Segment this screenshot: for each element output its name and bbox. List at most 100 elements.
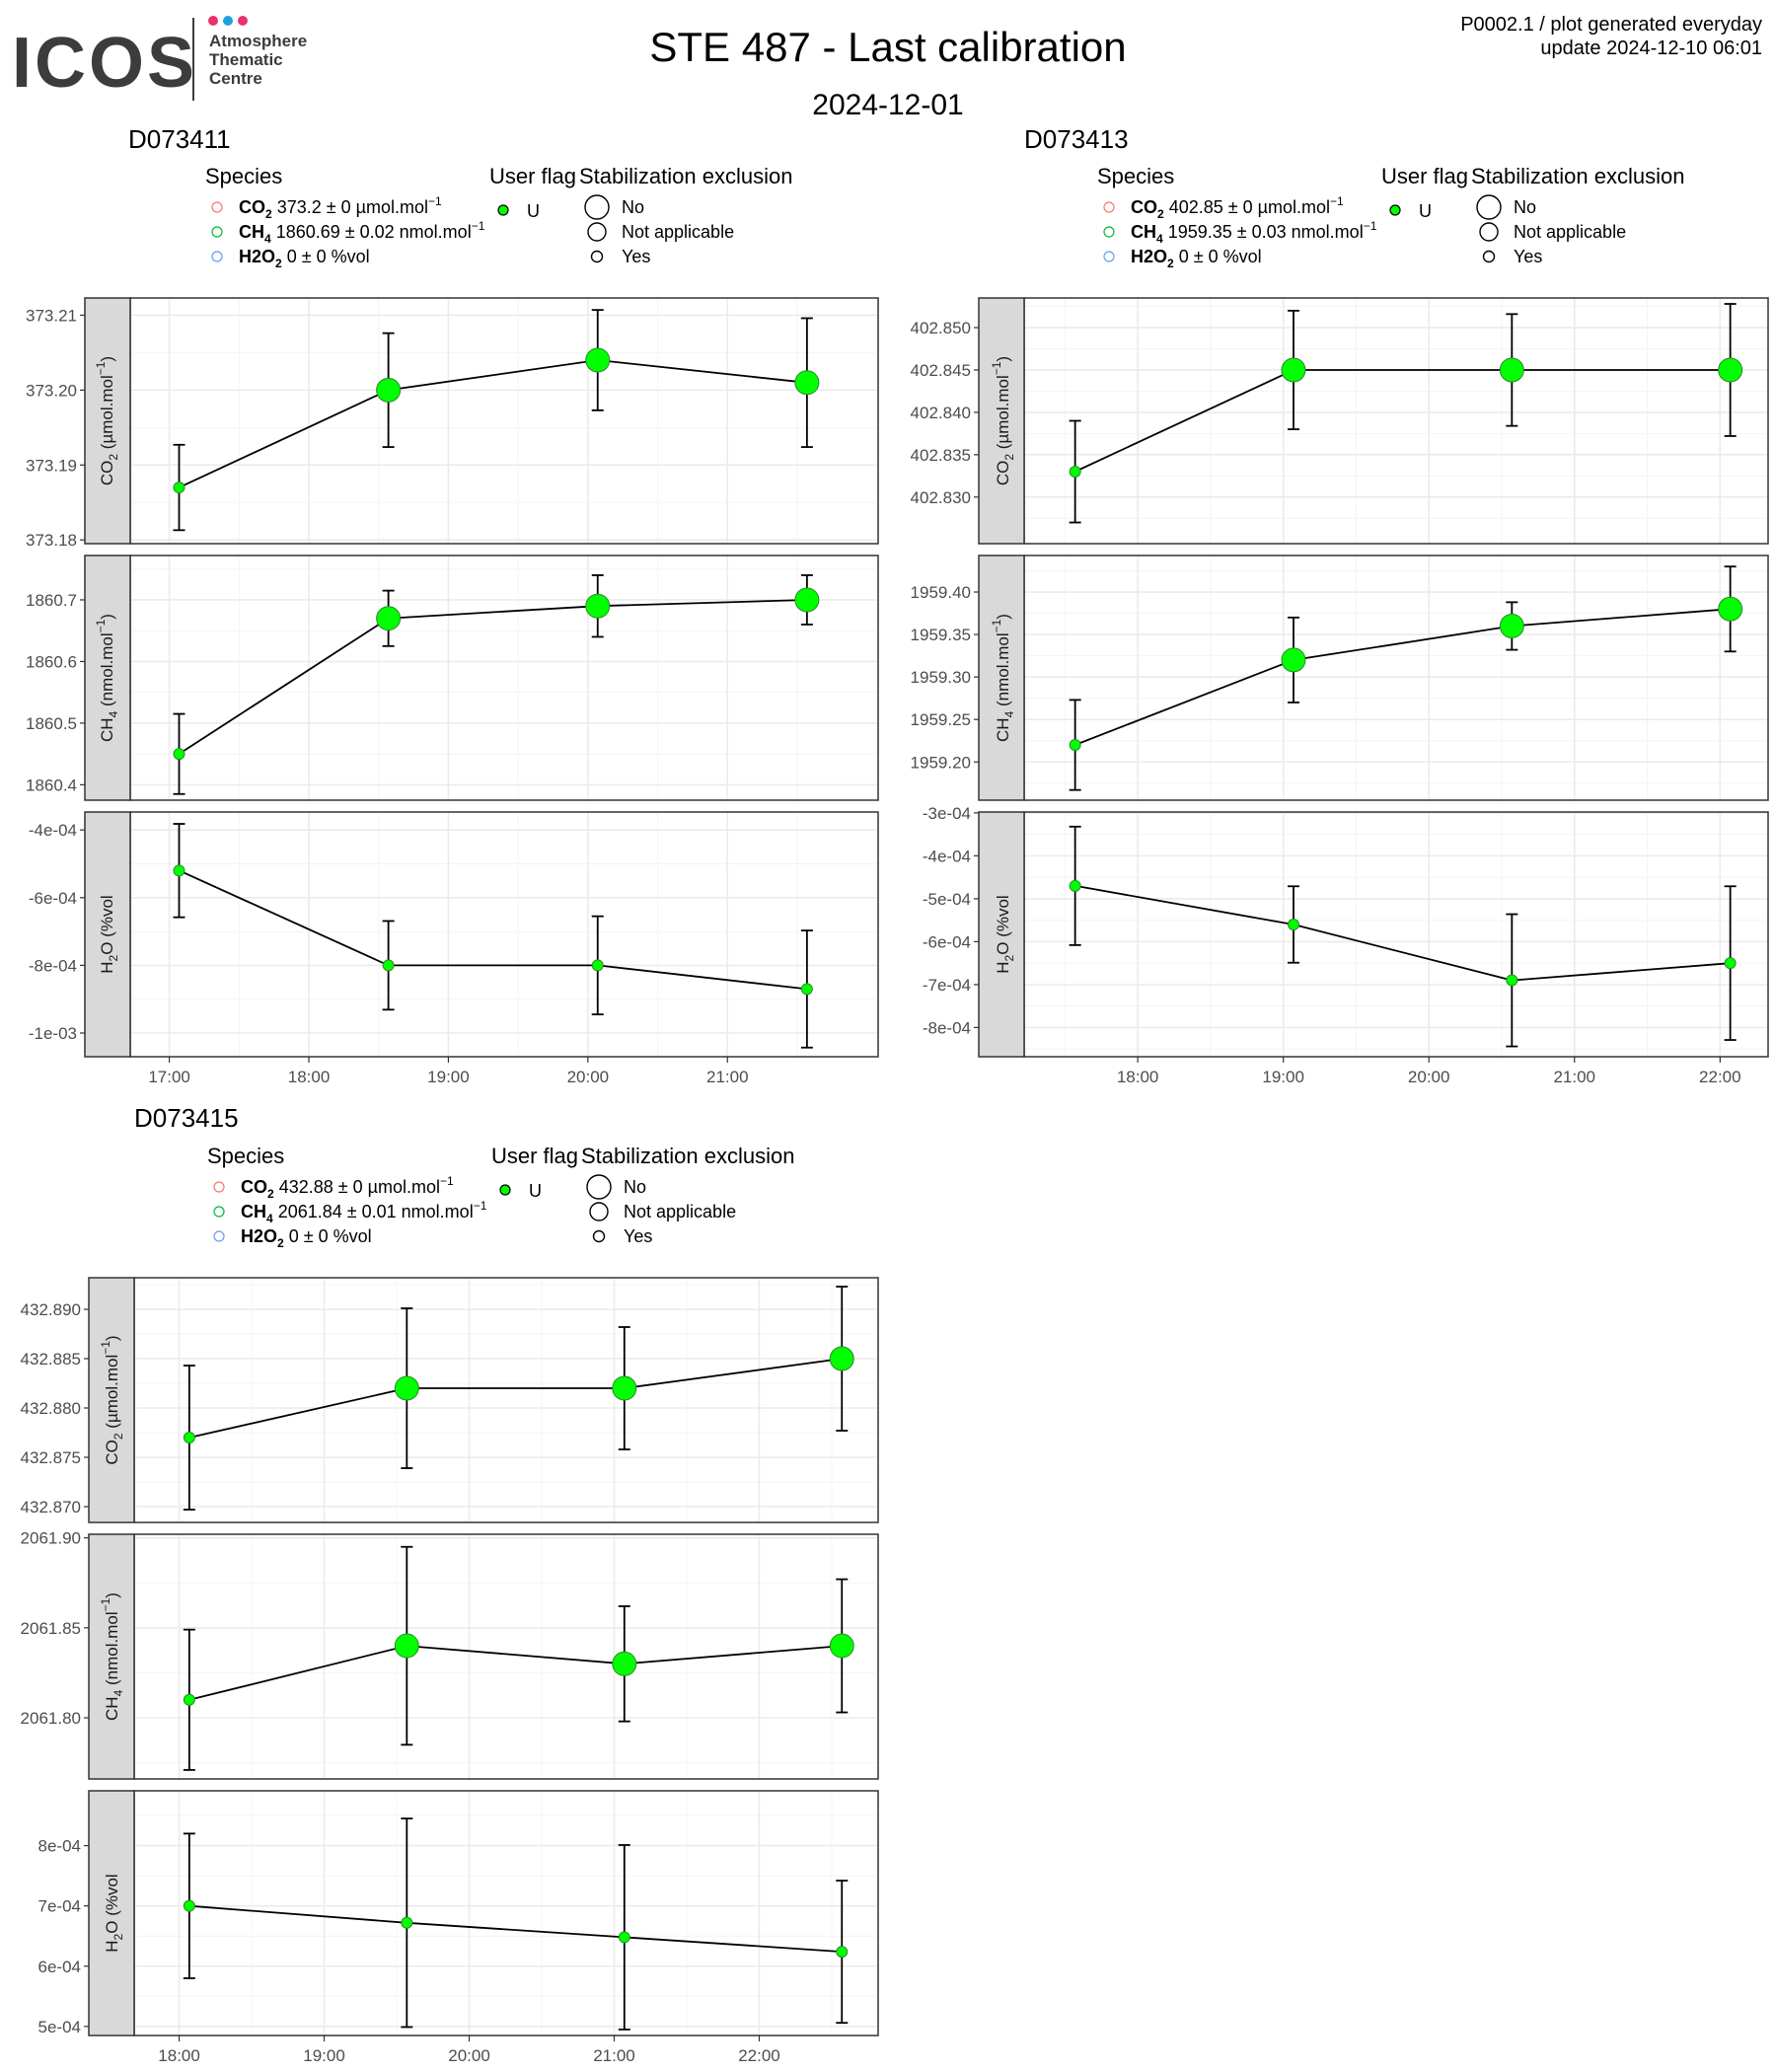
- y-tick-label: -4e-04: [923, 847, 971, 865]
- panel-background: [1024, 298, 1768, 544]
- legend-species-key: [211, 201, 223, 213]
- chart-title: D073413: [1024, 124, 1129, 154]
- data-point: [1069, 466, 1081, 479]
- data-point: [800, 983, 813, 996]
- data-point: [794, 370, 820, 396]
- y-tick-label: 402.835: [911, 446, 971, 465]
- legend-species-key: [213, 1181, 225, 1193]
- series-line: [188, 1645, 843, 1701]
- y-tick-label: -3e-04: [923, 804, 971, 823]
- x-tick-label: 19:00: [303, 2046, 345, 2065]
- x-tick-label: 19:00: [427, 1068, 470, 1086]
- x-tick-label: 22:00: [738, 2046, 780, 2065]
- y-tick-label: 1860.4: [26, 776, 77, 794]
- data-point: [183, 1899, 195, 1912]
- panel-strip: [84, 811, 131, 1058]
- legend-stab-label: Not applicable: [1514, 222, 1626, 242]
- data-point: [591, 959, 604, 972]
- panel-strip-label: CO2 (µmol.mol−1): [94, 356, 120, 485]
- legend-stab-label: Yes: [622, 247, 650, 266]
- legend-stab-key: [587, 222, 607, 242]
- legend-species-label: H2O2 0 ± 0 %vol: [241, 1226, 372, 1250]
- panel: -8e-04 -7e-04 -6e-04 -5e-04 -4e-04 -3e-04 H2O …: [923, 804, 1769, 1058]
- legend-stab-key: [590, 250, 604, 263]
- legend-species-key: [1103, 251, 1115, 262]
- legend-stab-key: [589, 1202, 609, 1221]
- logo-line-3: Centre: [209, 69, 262, 88]
- x-tick-label: 20:00: [448, 2046, 490, 2065]
- data-point: [1287, 918, 1299, 930]
- panel-strip: [978, 811, 1025, 1058]
- meta-line-2: update 2024-12-10 06:01: [1540, 37, 1762, 59]
- y-tick-label: -7e-04: [923, 976, 971, 995]
- data-point: [1499, 613, 1524, 638]
- x-tick-label: 19:00: [1262, 1068, 1304, 1086]
- series-line: [179, 359, 807, 488]
- data-point: [829, 1633, 854, 1659]
- logo-dot-3: [238, 16, 248, 26]
- legend-species-label: CO2 402.85 ± 0 µmol.mol−1: [1131, 194, 1344, 221]
- y-tick-label: -5e-04: [923, 890, 971, 909]
- y-tick-label: 432.880: [21, 1399, 81, 1418]
- data-point: [612, 1375, 637, 1401]
- data-point: [1724, 957, 1737, 970]
- panel-background: [134, 1278, 878, 1522]
- legend-stab-key: [592, 1229, 606, 1243]
- y-tick-label: 1959.40: [911, 583, 971, 602]
- y-tick-label: 402.850: [911, 319, 971, 337]
- x-tick-label: 18:00: [1117, 1068, 1159, 1086]
- logo-dot-1: [208, 16, 218, 26]
- logo-dot-2: [223, 16, 233, 26]
- y-tick-label: -8e-04: [29, 956, 77, 975]
- panel: 402.830 402.835 402.840 402.845 402.850 CO2 (…: [911, 297, 1769, 545]
- x-tick-label: 21:00: [706, 1068, 749, 1086]
- panel-strip: [88, 1533, 135, 1780]
- legend-stab-label: Not applicable: [624, 1202, 736, 1221]
- legend-species-key: [213, 1206, 225, 1218]
- panel: 1959.20 1959.25 1959.30 1959.35 1959.40 CH4 (…: [911, 555, 1769, 801]
- legend-stab-key: [584, 194, 610, 220]
- data-point: [376, 606, 402, 631]
- series-line: [179, 599, 807, 755]
- data-point: [829, 1346, 854, 1371]
- y-tick-label: 373.18: [26, 531, 77, 550]
- chart-title: D073415: [134, 1103, 239, 1133]
- legend-stab-title: Stabilization exclusion: [581, 1144, 794, 1168]
- panel-background: [134, 1791, 878, 2035]
- x-axis: 18:00 19:00 20:00 21:00 22:00: [1117, 1057, 1741, 1086]
- series-line: [188, 1904, 843, 1953]
- data-point: [173, 864, 185, 877]
- panel-background: [1024, 555, 1768, 800]
- legend-stab-label: Yes: [624, 1226, 652, 1246]
- x-tick-label: 20:00: [567, 1068, 610, 1086]
- data-point: [618, 1931, 630, 1944]
- x-tick-label: 20:00: [1408, 1068, 1450, 1086]
- x-tick-label: 22:00: [1699, 1068, 1741, 1086]
- data-point: [1506, 974, 1518, 987]
- series-line: [1074, 369, 1731, 473]
- y-tick-label: 373.19: [26, 456, 77, 475]
- data-point: [1281, 357, 1306, 383]
- data-point: [401, 1916, 413, 1929]
- legend-species-title: Species: [1097, 164, 1174, 188]
- legend-stab-key: [1476, 194, 1502, 220]
- panel-strip: [88, 1277, 135, 1523]
- panel-strip-label: CO2 (µmol.mol−1): [99, 1335, 125, 1464]
- data-point: [612, 1651, 637, 1676]
- y-tick-label: 1860.5: [26, 714, 77, 733]
- y-tick-label: -6e-04: [923, 932, 971, 951]
- y-tick-label: 2061.85: [21, 1619, 81, 1638]
- data-point: [382, 959, 395, 972]
- legend-stab-label: No: [1514, 197, 1536, 217]
- panel-strip: [84, 555, 131, 801]
- series-line: [188, 1358, 843, 1439]
- panel-background: [130, 555, 878, 800]
- data-point: [173, 481, 185, 494]
- y-tick-label: 1860.7: [26, 591, 77, 610]
- y-tick-label: 1959.30: [911, 668, 971, 687]
- panel-strip-label: CH4 (nmol.mol−1): [99, 1592, 125, 1721]
- panel: -1e-03 -8e-04 -6e-04 -4e-04 H2O (%vol: [29, 811, 879, 1058]
- meta-line-1: P0002.1 / plot generated everyday: [1460, 14, 1762, 36]
